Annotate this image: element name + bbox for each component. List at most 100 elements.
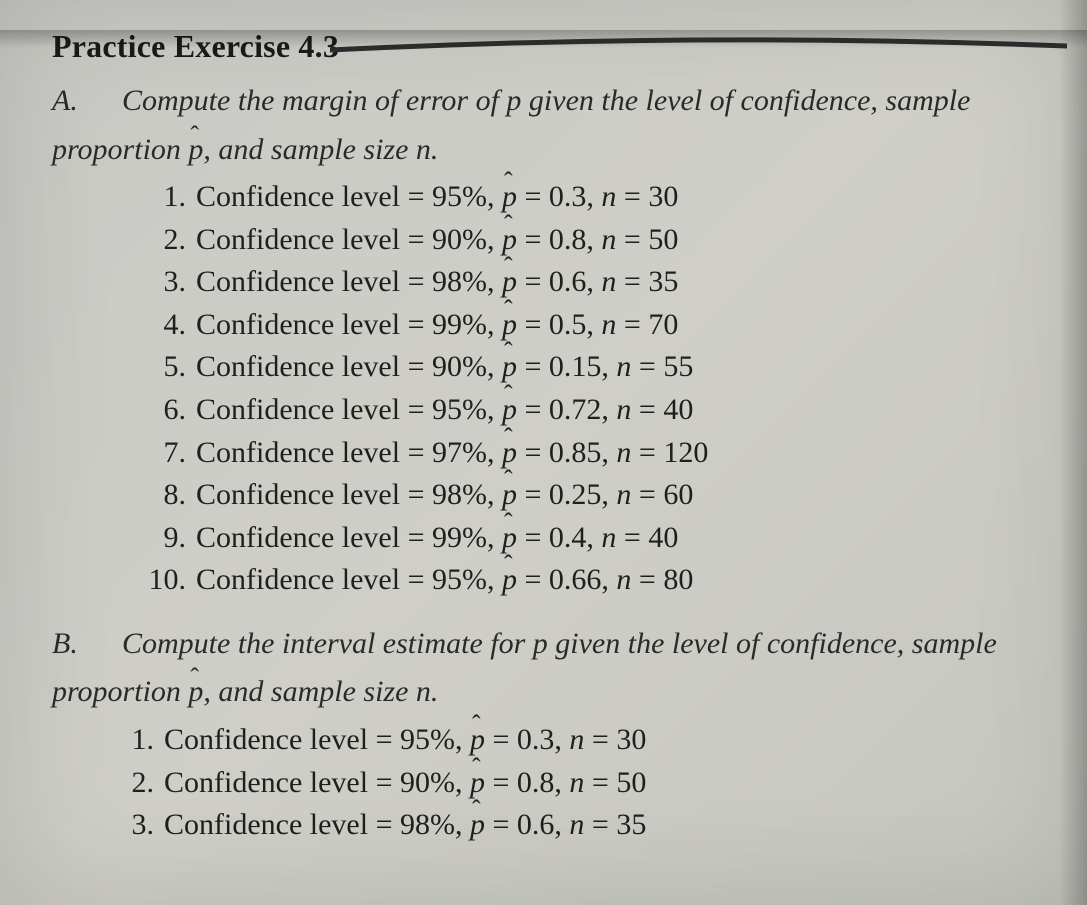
intro-b-prefix: proportion bbox=[52, 675, 188, 708]
list-item: 9.Confidence level = 99%, p = 0.4, n = 4… bbox=[148, 517, 1039, 560]
section-a-letter: A. bbox=[52, 81, 122, 122]
list-item-text: Confidence level = 90%, p = 0.8, n = 50 bbox=[164, 762, 1039, 805]
intro-a-suffix: , and sample size n. bbox=[203, 133, 438, 166]
section-b-letter: B. bbox=[52, 624, 122, 665]
phat-value: = 0.6, bbox=[517, 265, 601, 298]
list-item-text: Confidence level = 99%, p = 0.4, n = 40 bbox=[196, 517, 1039, 560]
intro-a-prefix: proportion bbox=[52, 133, 188, 166]
confidence-label: Confidence level = 90%, bbox=[196, 350, 502, 383]
list-item-text: Confidence level = 98%, p = 0.6, n = 35 bbox=[164, 804, 1039, 847]
n-value: = 55 bbox=[631, 350, 693, 383]
list-item-text: Confidence level = 95%, p = 0.72, n = 40 bbox=[196, 389, 1039, 432]
confidence-label: Confidence level = 97%, bbox=[196, 436, 502, 469]
phat-value: = 0.25, bbox=[517, 478, 616, 511]
n-symbol: n bbox=[601, 308, 616, 341]
list-item-number: 5. bbox=[148, 346, 196, 389]
n-value: = 35 bbox=[616, 265, 678, 298]
list-item: 1.Confidence level = 95%, p = 0.3, n = 3… bbox=[148, 176, 1039, 219]
n-value: = 80 bbox=[631, 563, 693, 596]
list-item: 3.Confidence level = 98%, p = 0.6, n = 3… bbox=[148, 261, 1039, 304]
phat-value: = 0.85, bbox=[517, 436, 616, 469]
n-symbol: n bbox=[601, 265, 616, 298]
list-item-number: 8. bbox=[148, 474, 196, 517]
list-item: 2.Confidence level = 90%, p = 0.8, n = 5… bbox=[116, 762, 1039, 805]
n-value: = 50 bbox=[616, 223, 678, 256]
n-value: = 40 bbox=[631, 393, 693, 426]
list-item-number: 3. bbox=[116, 804, 164, 847]
list-item-text: Confidence level = 95%, p = 0.66, n = 80 bbox=[196, 559, 1039, 602]
phat-value: = 0.4, bbox=[517, 521, 601, 554]
phat-symbol: p bbox=[188, 672, 203, 713]
confidence-label: Confidence level = 90%, bbox=[196, 223, 502, 256]
section-b-list: 1.Confidence level = 95%, p = 0.3, n = 3… bbox=[116, 719, 1039, 847]
n-symbol: n bbox=[569, 808, 584, 841]
confidence-label: Confidence level = 90%, bbox=[164, 766, 470, 799]
phat-symbol: p bbox=[188, 130, 203, 171]
confidence-label: Confidence level = 95%, bbox=[196, 563, 502, 596]
list-item-text: Confidence level = 98%, p = 0.25, n = 60 bbox=[196, 474, 1039, 517]
list-item: 1.Confidence level = 95%, p = 0.3, n = 3… bbox=[116, 719, 1039, 762]
n-symbol: n bbox=[601, 223, 616, 256]
list-item: 8.Confidence level = 98%, p = 0.25, n = … bbox=[148, 474, 1039, 517]
n-value: = 120 bbox=[631, 436, 708, 469]
list-item-text: Confidence level = 90%, p = 0.15, n = 55 bbox=[196, 346, 1039, 389]
n-symbol: n bbox=[616, 563, 631, 596]
confidence-label: Confidence level = 99%, bbox=[196, 308, 502, 341]
list-item-text: Confidence level = 99%, p = 0.5, n = 70 bbox=[196, 304, 1039, 347]
list-item: 3.Confidence level = 98%, p = 0.6, n = 3… bbox=[116, 804, 1039, 847]
phat-value: = 0.15, bbox=[517, 350, 616, 383]
n-value: = 40 bbox=[616, 521, 678, 554]
list-item-text: Confidence level = 97%, p = 0.85, n = 12… bbox=[196, 432, 1039, 475]
list-item-number: 3. bbox=[148, 261, 196, 304]
confidence-label: Confidence level = 98%, bbox=[196, 478, 502, 511]
phat-value: = 0.8, bbox=[517, 223, 601, 256]
section-b-intro-line2: proportion p, and sample size n. bbox=[52, 672, 1039, 713]
section-a-list: 1.Confidence level = 95%, p = 0.3, n = 3… bbox=[148, 176, 1039, 602]
n-value: = 35 bbox=[584, 808, 646, 841]
n-value: = 30 bbox=[584, 723, 646, 756]
confidence-label: Confidence level = 98%, bbox=[164, 808, 470, 841]
n-symbol: n bbox=[616, 393, 631, 426]
n-symbol: n bbox=[569, 766, 584, 799]
list-item: 10.Confidence level = 95%, p = 0.66, n =… bbox=[148, 559, 1039, 602]
list-item-number: 6. bbox=[148, 389, 196, 432]
section-a-intro-text1: Compute the margin of error of p given t… bbox=[122, 81, 970, 122]
list-item-number: 1. bbox=[148, 176, 196, 219]
list-item-number: 7. bbox=[148, 432, 196, 475]
phat-value: = 0.5, bbox=[517, 308, 601, 341]
list-item: 2.Confidence level = 90%, p = 0.8, n = 5… bbox=[148, 219, 1039, 262]
n-value: = 30 bbox=[616, 180, 678, 213]
n-symbol: n bbox=[601, 521, 616, 554]
heading-rule-curve bbox=[330, 36, 1067, 56]
list-item-number: 1. bbox=[116, 719, 164, 762]
section-b-intro-text1: Compute the interval estimate for p give… bbox=[122, 624, 997, 665]
list-item-number: 10. bbox=[148, 559, 196, 602]
list-item-text: Confidence level = 95%, p = 0.3, n = 30 bbox=[164, 719, 1039, 762]
section-a-intro-line2: proportion p, and sample size n. bbox=[52, 130, 1039, 171]
n-value: = 50 bbox=[584, 766, 646, 799]
confidence-label: Confidence level = 95%, bbox=[196, 180, 502, 213]
list-item-number: 9. bbox=[148, 517, 196, 560]
section-b-intro-line1: B. Compute the interval estimate for p g… bbox=[52, 624, 1039, 665]
section-a-intro-line1: A. Compute the margin of error of p give… bbox=[52, 81, 1039, 122]
phat-value: = 0.66, bbox=[517, 563, 616, 596]
phat-value: = 0.8, bbox=[485, 766, 569, 799]
phat-symbol: p bbox=[502, 559, 517, 602]
list-item-number: 2. bbox=[148, 219, 196, 262]
confidence-label: Confidence level = 99%, bbox=[196, 521, 502, 554]
list-item: 4.Confidence level = 99%, p = 0.5, n = 7… bbox=[148, 304, 1039, 347]
list-item-text: Confidence level = 95%, p = 0.3, n = 30 bbox=[196, 176, 1039, 219]
n-symbol: n bbox=[616, 436, 631, 469]
n-value: = 60 bbox=[631, 478, 693, 511]
list-item-number: 2. bbox=[116, 762, 164, 805]
phat-value: = 0.72, bbox=[517, 393, 616, 426]
n-value: = 70 bbox=[616, 308, 678, 341]
page-right-shadow bbox=[1059, 0, 1087, 905]
list-item-text: Confidence level = 90%, p = 0.8, n = 50 bbox=[196, 219, 1039, 262]
list-item: 7.Confidence level = 97%, p = 0.85, n = … bbox=[148, 432, 1039, 475]
confidence-label: Confidence level = 95%, bbox=[164, 723, 470, 756]
n-symbol: n bbox=[616, 350, 631, 383]
n-symbol: n bbox=[601, 180, 616, 213]
list-item-number: 4. bbox=[148, 304, 196, 347]
phat-value: = 0.6, bbox=[485, 808, 569, 841]
